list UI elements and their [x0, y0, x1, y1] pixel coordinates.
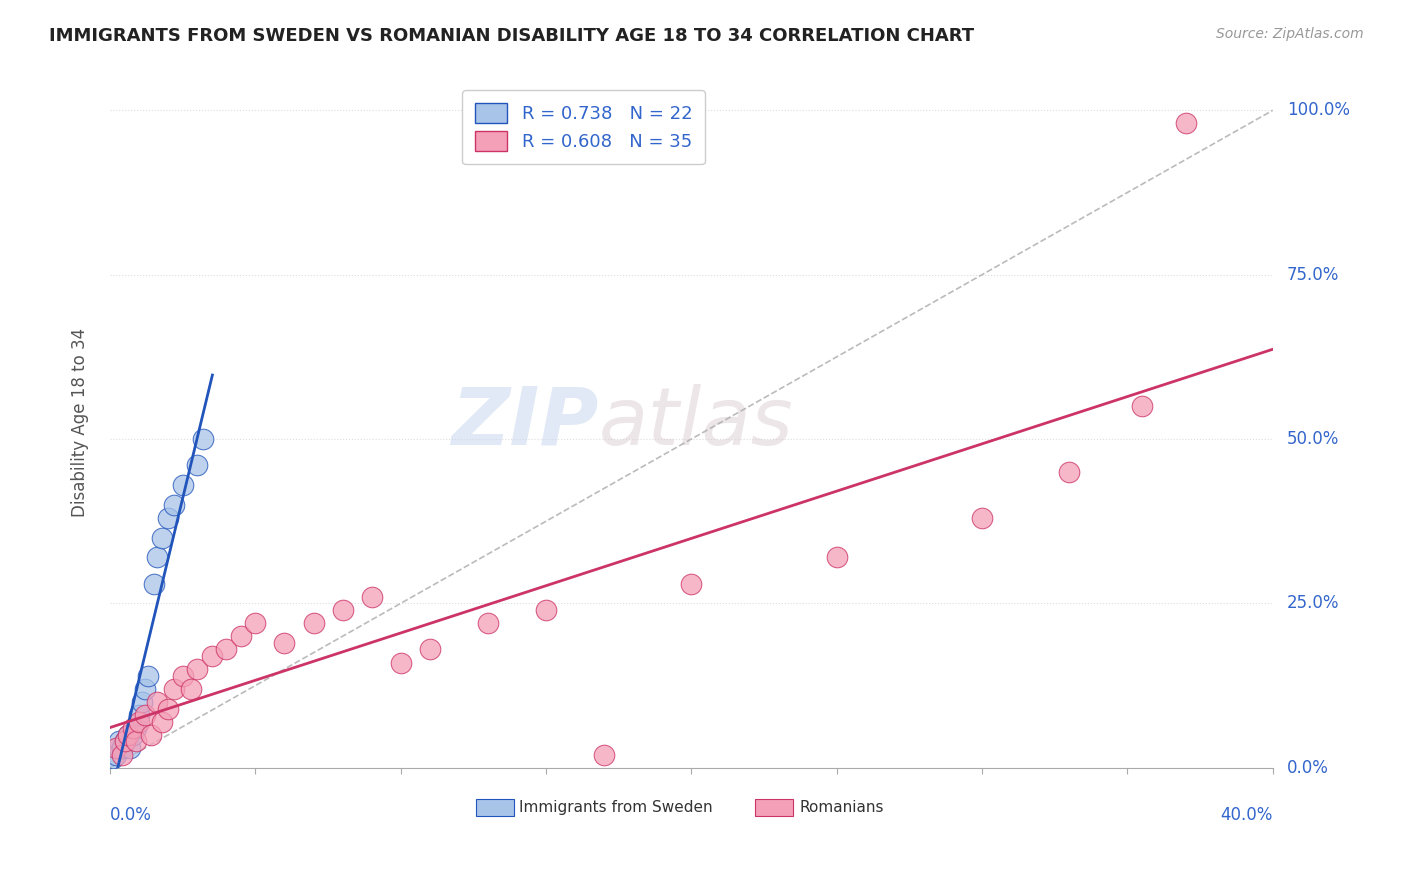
Point [122, 721, 145, 735]
Legend: R = 0.738   N = 22, R = 0.608   N = 35: R = 0.738 N = 22, R = 0.608 N = 35 [463, 90, 704, 164]
Point [131, 695, 153, 709]
Point [302, 616, 325, 631]
Point [114, 734, 136, 748]
Text: 40.0%: 40.0% [1220, 805, 1272, 823]
Point [186, 662, 208, 676]
Point [122, 728, 145, 742]
Point [273, 636, 295, 650]
Point [1174, 116, 1197, 130]
Point [120, 741, 142, 756]
Point [152, 531, 174, 545]
Point [142, 576, 165, 591]
Point [163, 498, 186, 512]
Point [186, 458, 208, 473]
Point [107, 734, 129, 748]
Point [245, 616, 267, 631]
Point [419, 642, 441, 657]
Point [125, 734, 148, 748]
Text: 100.0%: 100.0% [1286, 102, 1350, 120]
FancyBboxPatch shape [477, 798, 513, 816]
Point [145, 695, 167, 709]
Point [128, 714, 150, 729]
Point [1130, 399, 1153, 413]
Point [136, 668, 159, 682]
Point [970, 511, 993, 525]
FancyBboxPatch shape [755, 798, 793, 816]
Point [477, 616, 499, 631]
Point [157, 511, 180, 525]
Point [389, 656, 412, 670]
Point [681, 576, 703, 591]
Point [157, 701, 180, 715]
Point [104, 741, 127, 756]
Point [145, 550, 167, 565]
Point [172, 668, 194, 682]
Point [152, 714, 174, 729]
Point [163, 681, 186, 696]
Point [139, 728, 162, 742]
Text: ZIP: ZIP [451, 384, 599, 461]
Y-axis label: Disability Age 18 to 34: Disability Age 18 to 34 [72, 328, 89, 517]
Point [593, 747, 616, 762]
Point [111, 747, 134, 762]
Point [1059, 465, 1081, 479]
Point [101, 751, 124, 765]
Text: Romanians: Romanians [800, 800, 884, 815]
Point [360, 590, 382, 604]
Point [125, 721, 148, 735]
Point [191, 432, 214, 446]
Text: 0.0%: 0.0% [1286, 759, 1329, 777]
Point [180, 681, 202, 696]
Point [117, 728, 139, 742]
Text: Immigrants from Sweden: Immigrants from Sweden [519, 800, 713, 815]
Text: 0.0%: 0.0% [110, 805, 152, 823]
Point [215, 642, 238, 657]
Point [172, 478, 194, 492]
Point [111, 741, 134, 756]
Point [134, 708, 156, 723]
Point [332, 603, 354, 617]
Text: 50.0%: 50.0% [1286, 430, 1339, 448]
Point [104, 747, 127, 762]
Point [229, 629, 252, 643]
Text: IMMIGRANTS FROM SWEDEN VS ROMANIAN DISABILITY AGE 18 TO 34 CORRELATION CHART: IMMIGRANTS FROM SWEDEN VS ROMANIAN DISAB… [49, 27, 974, 45]
Point [201, 648, 224, 663]
Point [107, 741, 129, 756]
Point [117, 728, 139, 742]
Point [534, 603, 557, 617]
Point [825, 550, 848, 565]
Point [128, 708, 150, 723]
Point [134, 681, 156, 696]
Text: 25.0%: 25.0% [1286, 594, 1339, 612]
Text: 75.0%: 75.0% [1286, 266, 1339, 284]
Text: Source: ZipAtlas.com: Source: ZipAtlas.com [1216, 27, 1364, 41]
Point [114, 734, 136, 748]
Text: atlas: atlas [599, 384, 793, 461]
